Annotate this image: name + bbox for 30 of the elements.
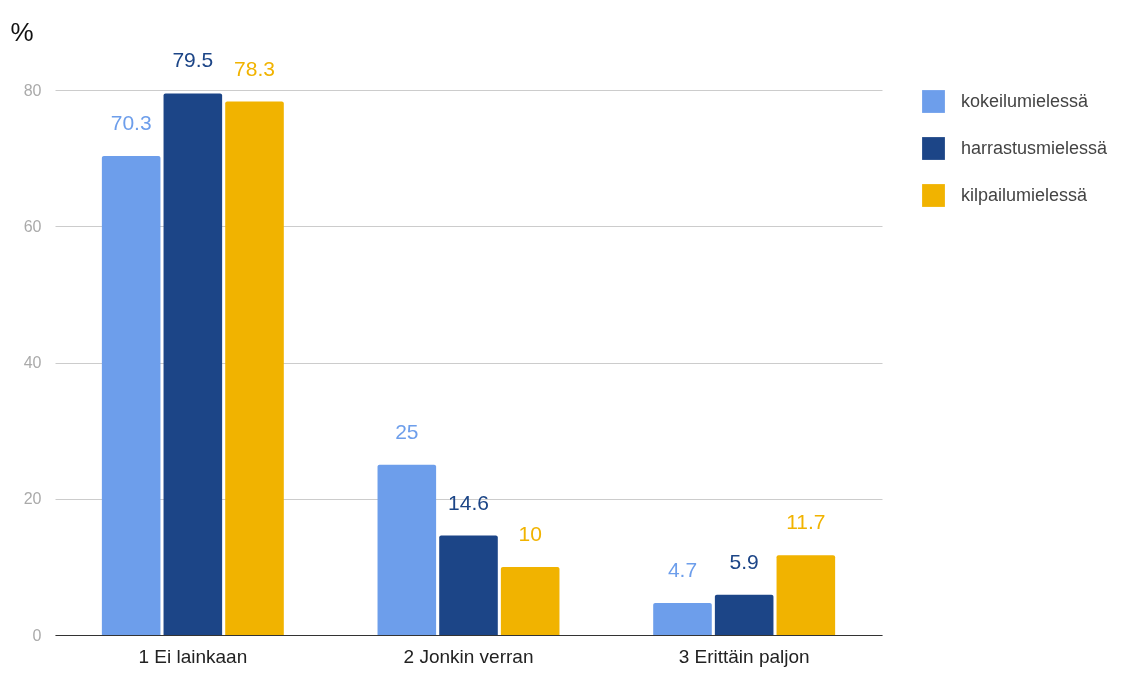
- data-label: 11.7: [786, 510, 826, 534]
- y-axis-title: %: [10, 16, 34, 47]
- bar: [163, 93, 223, 635]
- legend-label: kokeilumielessä: [961, 90, 1090, 111]
- data-label: 5.9: [729, 549, 759, 573]
- y-tick-label: 0: [32, 626, 42, 644]
- data-label: 14.6: [448, 490, 489, 514]
- x-tick-label: 1 Ei lainkaan: [138, 645, 248, 667]
- data-label: 4.7: [667, 557, 698, 581]
- bar: [377, 464, 437, 635]
- data-label: 78.3: [234, 56, 275, 80]
- y-tick-label: 80: [23, 81, 42, 99]
- y-tick-label: 40: [23, 354, 42, 371]
- legend-label: kilpailumielessä: [961, 184, 1089, 205]
- bar: [439, 535, 498, 635]
- bar: [776, 555, 836, 635]
- bar: [714, 594, 774, 635]
- y-tick-label: 20: [23, 490, 42, 508]
- bar: [500, 566, 560, 635]
- data-label: 25: [395, 419, 419, 443]
- y-tick-label: 60: [23, 217, 42, 235]
- bar: [653, 602, 712, 635]
- x-tick-label: 3 Erittäin paljon: [678, 645, 810, 667]
- bar: [225, 101, 284, 635]
- data-label: 70.3: [110, 111, 152, 135]
- x-tick-label: 2 Jonkin verran: [403, 645, 534, 667]
- data-label: 79.5: [172, 48, 214, 72]
- bar: [101, 156, 161, 635]
- legend-label: harrastusmielessä: [961, 137, 1109, 158]
- data-label: 10: [518, 521, 542, 545]
